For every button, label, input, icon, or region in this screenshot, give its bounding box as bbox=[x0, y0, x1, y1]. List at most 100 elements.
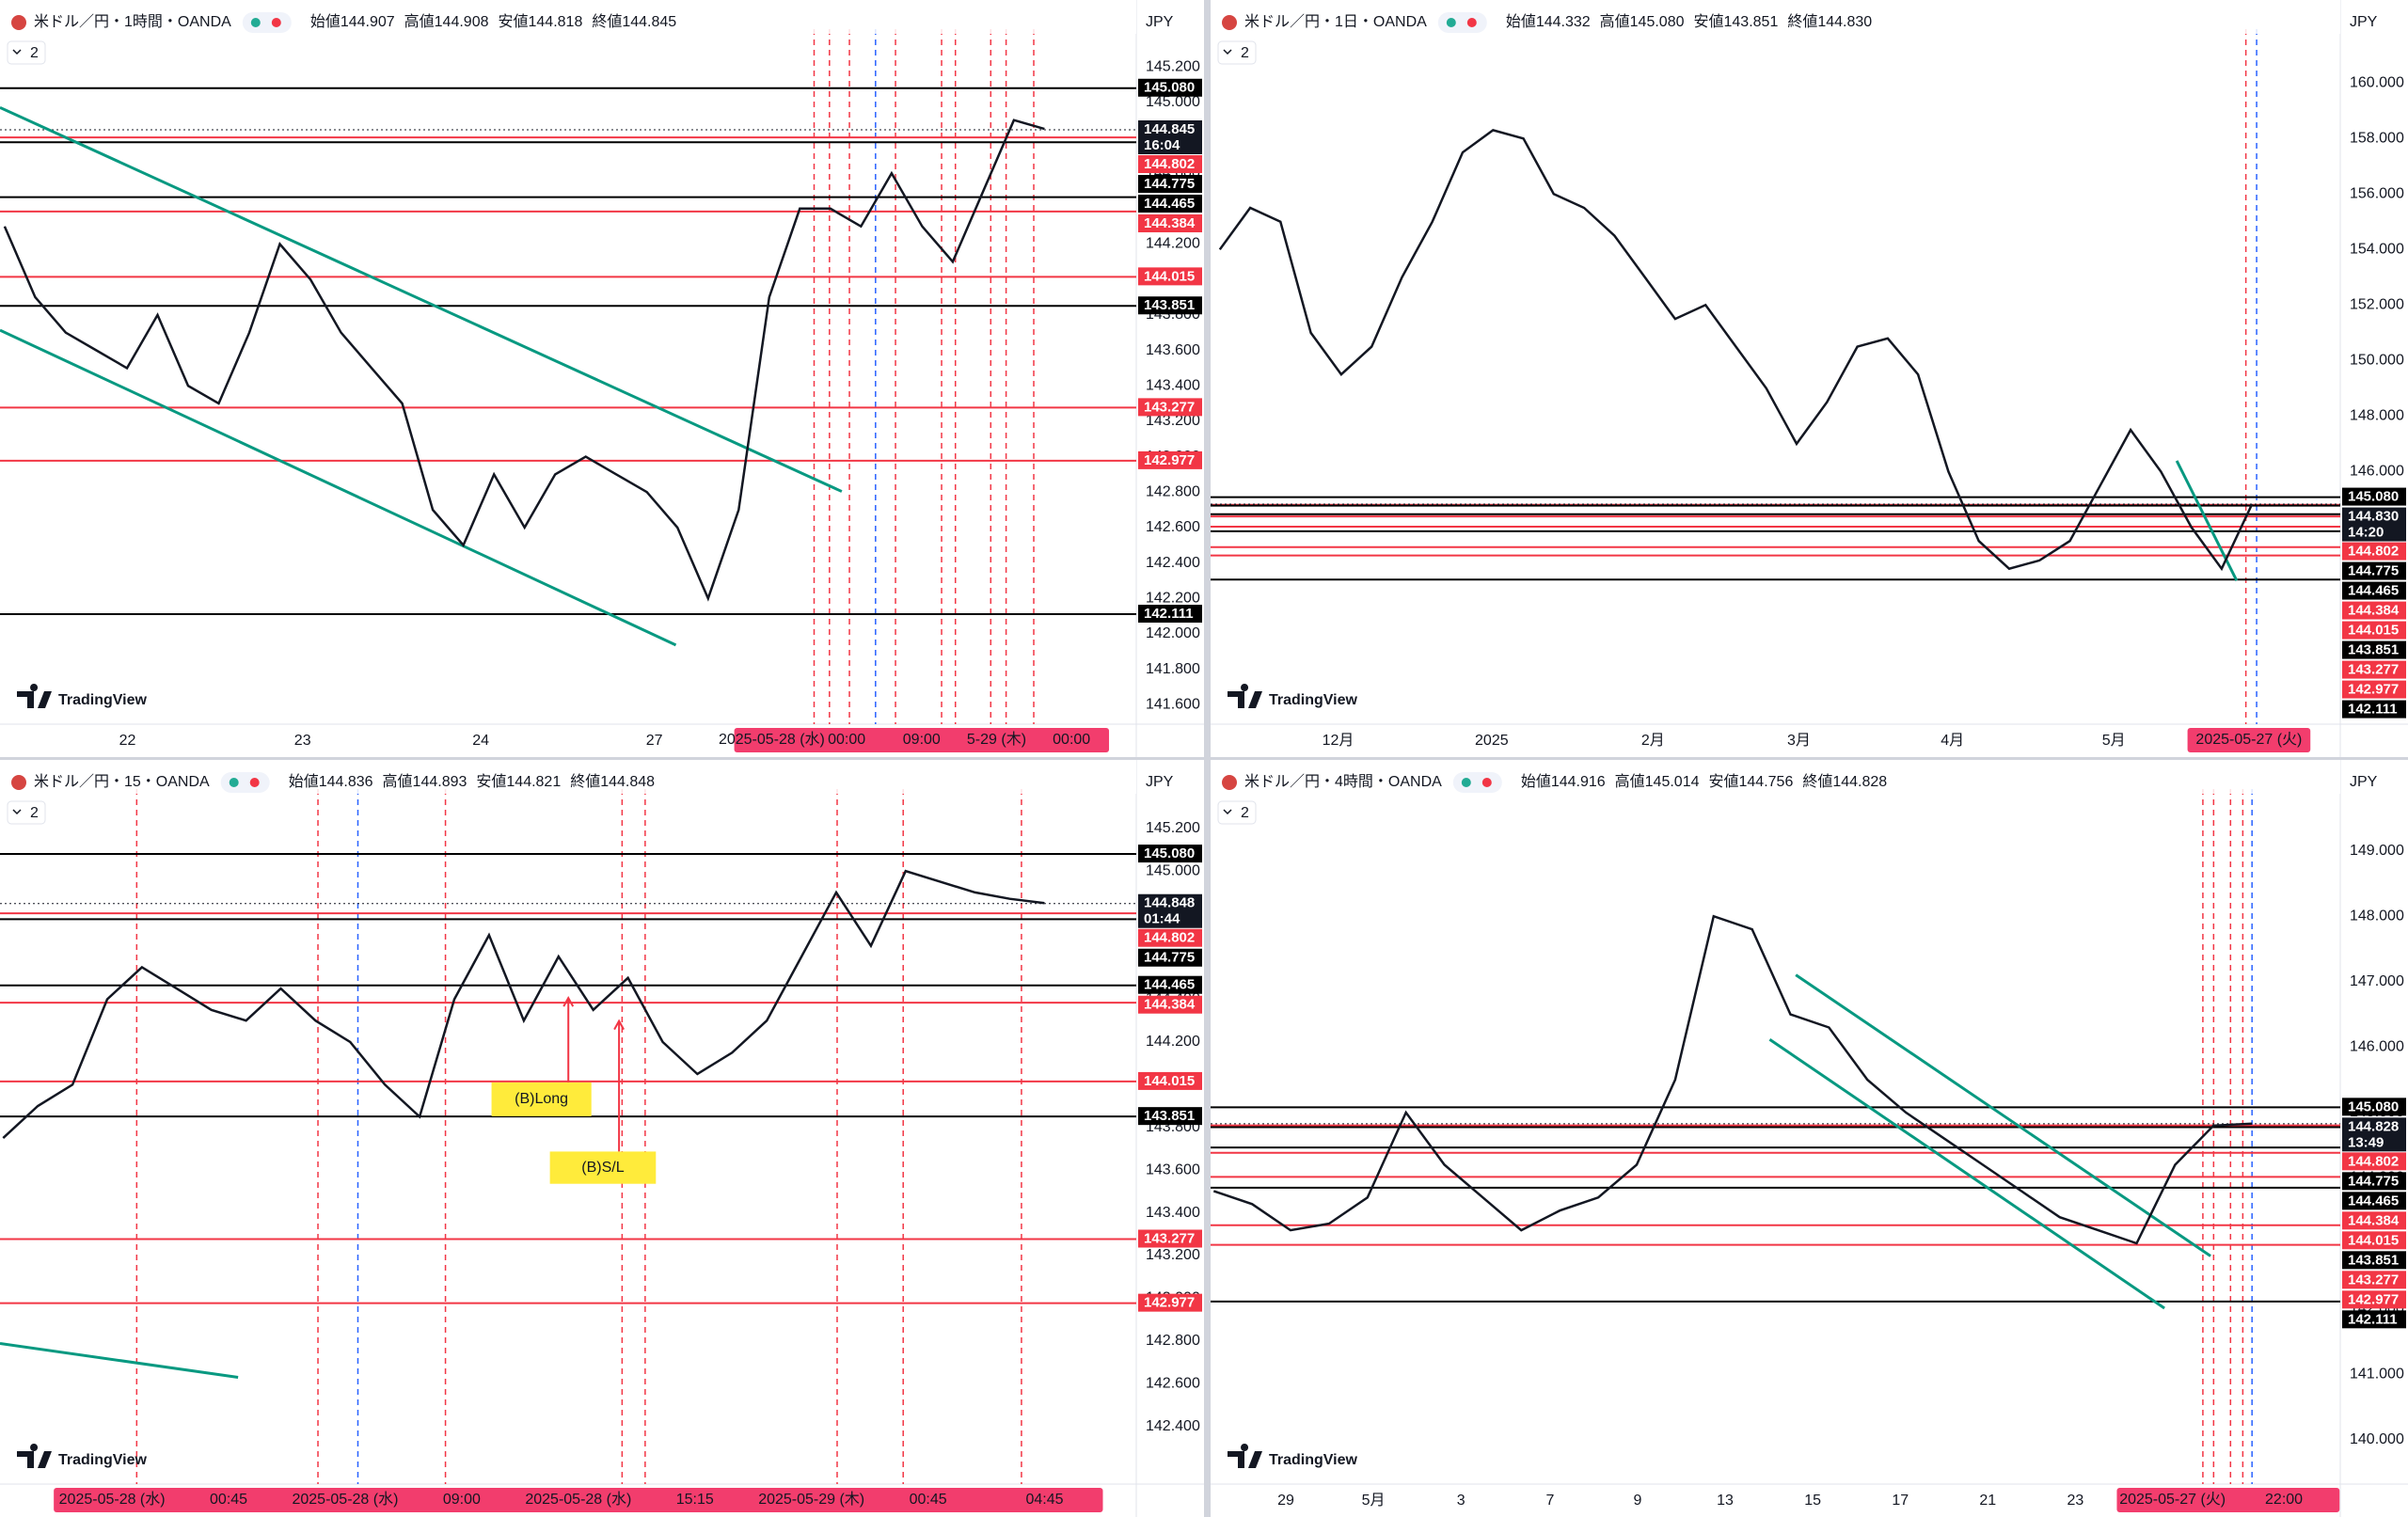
price-label: 144.845 bbox=[1144, 121, 1195, 137]
ohlc-value: 終値144.845 bbox=[592, 13, 676, 30]
level-label: 144.775 bbox=[2348, 563, 2399, 579]
level-label-bg bbox=[2342, 581, 2406, 600]
status-dot bbox=[249, 778, 260, 787]
logo-mark bbox=[1228, 1444, 1262, 1468]
date-pill: 2025-05-28 (水) bbox=[292, 1491, 398, 1508]
level-label-bg bbox=[1138, 995, 1202, 1014]
level-label: 143.851 bbox=[2348, 1252, 2399, 1268]
y-tick-label: 160.000 bbox=[2350, 74, 2404, 90]
level-label-bg bbox=[1138, 195, 1202, 213]
level-label: 142.977 bbox=[2348, 682, 2399, 698]
level-label: 142.111 bbox=[1144, 606, 1194, 622]
status-dot bbox=[1461, 778, 1471, 787]
chart-panel: 141.600 141.800 142.000 142.200 142.400 142.6… bbox=[0, 0, 1204, 757]
y-tick-label: 144.200 bbox=[1146, 236, 1200, 252]
y-tick-label: 148.000 bbox=[2350, 408, 2404, 424]
header-bg bbox=[1211, 0, 2340, 34]
level-label-bg bbox=[2342, 1211, 2406, 1230]
level-label-bg bbox=[1138, 1071, 1202, 1090]
panel-bg bbox=[1211, 760, 2408, 1517]
symbol-title: 米ドル／円・1時間・OANDA bbox=[34, 13, 231, 30]
symbol-icon bbox=[1222, 775, 1237, 790]
date-pill: 2025-05-29 (木) bbox=[758, 1491, 864, 1508]
indicator-count: 2 bbox=[30, 805, 39, 821]
level-label-bg bbox=[1138, 928, 1202, 947]
y-tick-label: 142.600 bbox=[1146, 1375, 1200, 1391]
y-tick-label: 143.600 bbox=[1146, 342, 1200, 358]
x-tick-label: 4月 bbox=[1941, 733, 1964, 749]
indicator-toggle bbox=[1217, 40, 1257, 65]
level-label: 144.802 bbox=[2348, 544, 2399, 560]
level-label: 144.802 bbox=[2348, 1153, 2399, 1169]
price-label: 144.848 bbox=[1144, 895, 1195, 911]
ohlc-value: 安値144.818 bbox=[499, 13, 583, 30]
chart-panel: 142.400142.600142.800143.000143.200143.4… bbox=[0, 760, 1204, 1517]
x-tick-label: 24 bbox=[472, 733, 489, 749]
x-tick-label: 7 bbox=[1545, 1493, 1554, 1509]
trend-line bbox=[0, 105, 843, 493]
level-label-bg bbox=[2342, 680, 2406, 699]
price-label-bg bbox=[1138, 120, 1202, 155]
date-pill: 22:00 bbox=[2265, 1492, 2303, 1508]
price-countdown: 01:44 bbox=[1144, 911, 1180, 927]
logo-mark bbox=[17, 1444, 52, 1468]
status-dot bbox=[1481, 778, 1492, 787]
level-label: 142.977 bbox=[1144, 1295, 1195, 1311]
ohlc-value: 終値144.828 bbox=[1802, 773, 1887, 790]
level-label: 144.775 bbox=[2348, 1173, 2399, 1189]
symbol-title: 米ドル／円・4時間・OANDA bbox=[1244, 773, 1442, 790]
indicator-count: 2 bbox=[1241, 805, 1249, 821]
level-label: 143.851 bbox=[1144, 297, 1195, 313]
trend-line bbox=[0, 328, 677, 647]
logo-text: TradingView bbox=[58, 692, 148, 708]
level-label: 144.802 bbox=[1144, 930, 1195, 946]
logo-mark bbox=[1228, 684, 1262, 708]
level-label-bg bbox=[1138, 975, 1202, 994]
annotation-text: (B)Long bbox=[515, 1091, 568, 1107]
x-tick-label: 2月 bbox=[1641, 733, 1665, 749]
level-label: 145.080 bbox=[1144, 845, 1195, 861]
level-label: 144.015 bbox=[1144, 1073, 1195, 1089]
level-label-bg bbox=[1138, 296, 1202, 315]
indicator-toggle bbox=[1217, 800, 1257, 825]
y-tick-label: 141.000 bbox=[2350, 1366, 2404, 1382]
symbol-title: 米ドル／円・15・OANDA bbox=[34, 773, 210, 790]
status-badge bbox=[220, 772, 270, 793]
y-tick-label: 143.200 bbox=[1146, 413, 1200, 429]
chevron bbox=[12, 809, 22, 815]
y-tick-label: 143.200 bbox=[1146, 1247, 1200, 1263]
level-label-bg bbox=[1138, 398, 1202, 417]
status-badge bbox=[1437, 12, 1487, 33]
y-tick-label: 142.800 bbox=[1146, 483, 1200, 499]
status-dot bbox=[250, 18, 261, 27]
currency-label: JPY bbox=[1146, 14, 1174, 30]
header-bg bbox=[1211, 760, 2340, 794]
indicator-toggle bbox=[7, 40, 46, 65]
trend-line bbox=[1768, 1037, 2165, 1310]
price-countdown: 14:20 bbox=[2348, 525, 2384, 541]
level-label-bg bbox=[1138, 155, 1202, 174]
y-tick-label: 146.000 bbox=[2350, 1039, 2404, 1055]
y-tick-label: 140.000 bbox=[2350, 1431, 2404, 1447]
indicator-count: 2 bbox=[1241, 45, 1249, 61]
level-label: 145.080 bbox=[2348, 489, 2399, 505]
y-tick-label: 141.600 bbox=[1146, 696, 1200, 712]
level-label-bg bbox=[2342, 1192, 2406, 1210]
level-label: 144.015 bbox=[2348, 1232, 2399, 1248]
level-label-bg bbox=[2342, 1152, 2406, 1171]
y-tick-label: 142.000 bbox=[1146, 625, 1200, 641]
price-series bbox=[3, 119, 1045, 602]
level-label-bg bbox=[2342, 1098, 2406, 1116]
x-tick-label: 3 bbox=[1457, 1493, 1465, 1509]
ohlc-value: 始値144.907 bbox=[310, 13, 395, 30]
price-label-bg bbox=[2342, 1117, 2406, 1152]
ohlc-value: 終値144.848 bbox=[570, 773, 655, 790]
x-tick-label: 22 bbox=[119, 733, 136, 749]
trend-line bbox=[0, 1342, 239, 1379]
x-tick-label: 27 bbox=[646, 733, 663, 749]
level-label-bg bbox=[2342, 700, 2406, 719]
level-label-bg bbox=[1138, 267, 1202, 286]
ohlc-value: 安値144.756 bbox=[1709, 773, 1794, 790]
y-tick-label: 147.000 bbox=[2350, 973, 2404, 989]
